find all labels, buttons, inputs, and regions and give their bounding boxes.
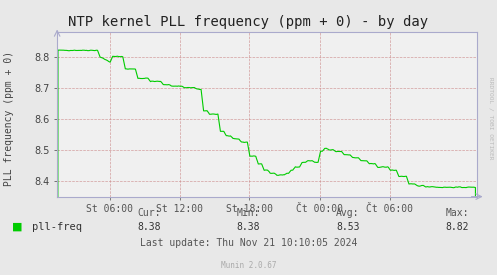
- Text: 8.82: 8.82: [445, 222, 469, 232]
- Text: Munin 2.0.67: Munin 2.0.67: [221, 261, 276, 270]
- Text: RRDTOOL / TOBI OETIKER: RRDTOOL / TOBI OETIKER: [489, 77, 494, 160]
- Text: 8.38: 8.38: [137, 222, 161, 232]
- Text: Last update: Thu Nov 21 10:10:05 2024: Last update: Thu Nov 21 10:10:05 2024: [140, 238, 357, 248]
- Text: Avg:: Avg:: [336, 208, 360, 218]
- Text: pll-freq: pll-freq: [32, 222, 83, 232]
- Text: Cur:: Cur:: [137, 208, 161, 218]
- Text: PLL frequency (ppm + 0): PLL frequency (ppm + 0): [4, 51, 14, 186]
- Text: 8.38: 8.38: [237, 222, 260, 232]
- Text: ■: ■: [12, 222, 23, 232]
- Text: 8.53: 8.53: [336, 222, 360, 232]
- Text: NTP kernel PLL frequency (ppm + 0) - by day: NTP kernel PLL frequency (ppm + 0) - by …: [69, 15, 428, 29]
- Text: Max:: Max:: [445, 208, 469, 218]
- Text: Min:: Min:: [237, 208, 260, 218]
